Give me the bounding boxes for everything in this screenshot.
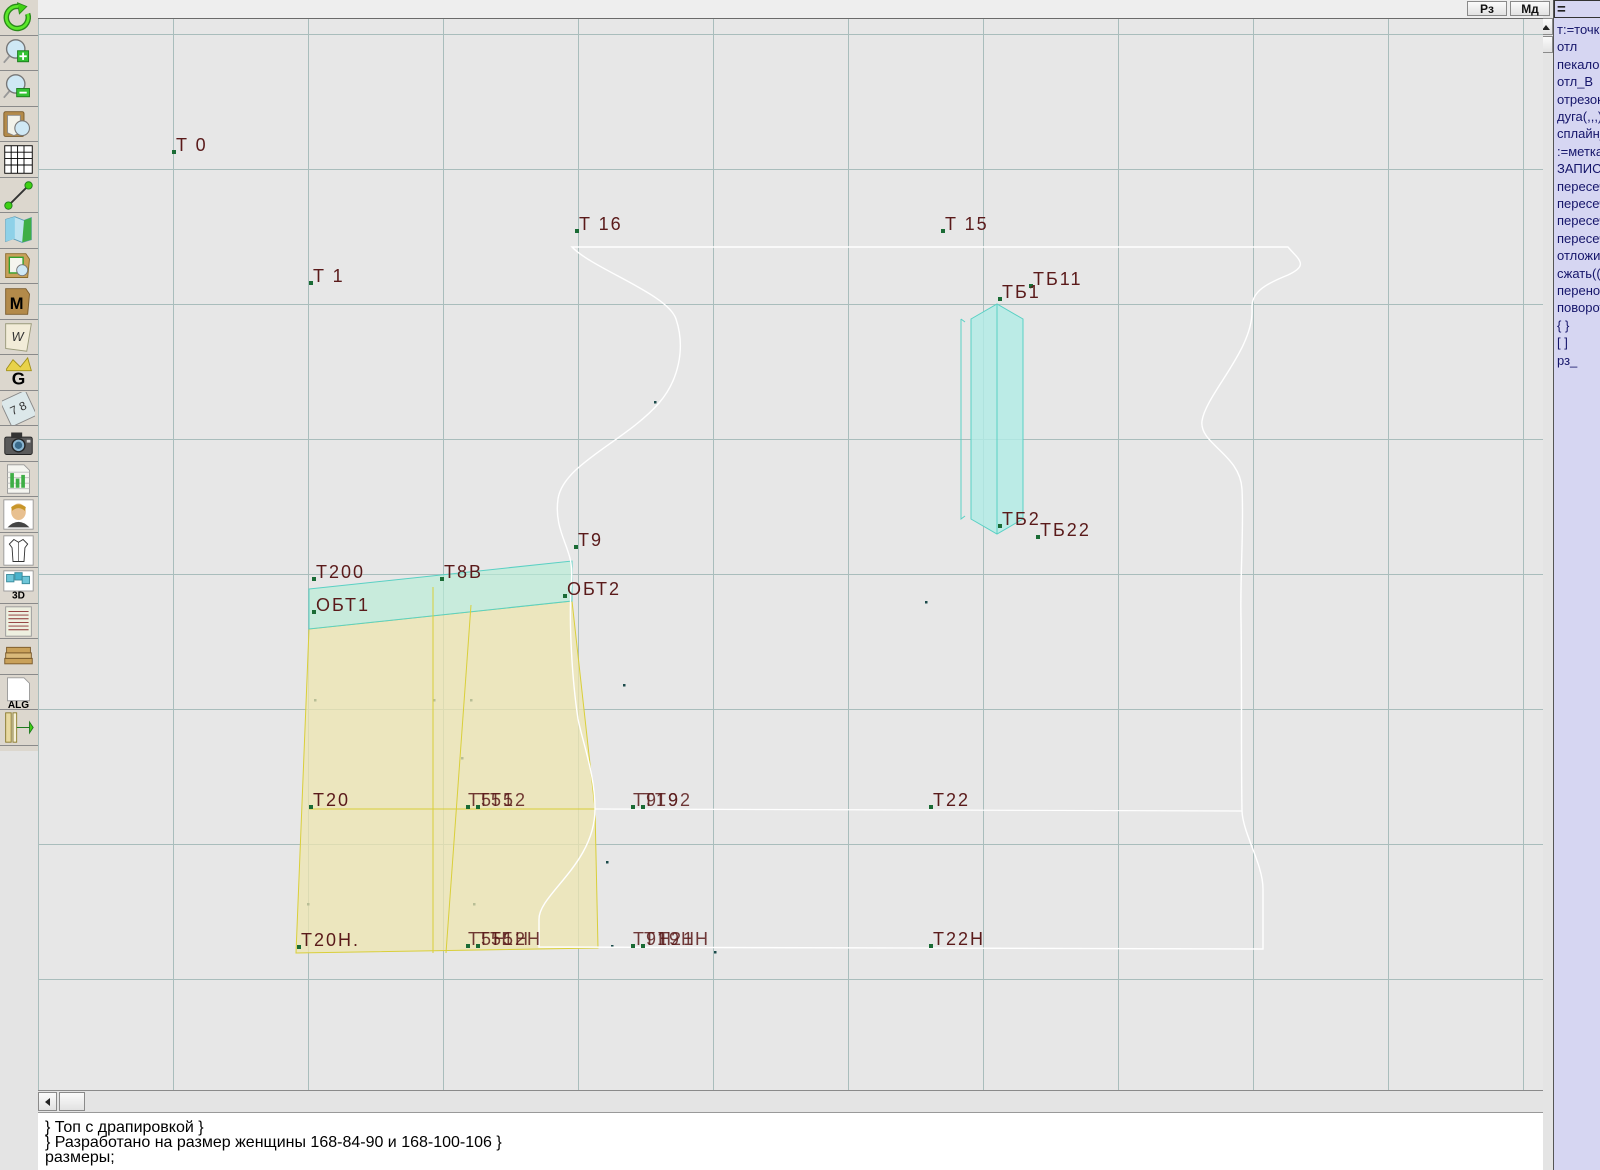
svg-text:3D: 3D [12, 590, 25, 601]
svg-text:W: W [11, 329, 25, 344]
svg-text:M: M [9, 295, 23, 313]
svg-text:ALG: ALG [7, 700, 28, 709]
svg-text:G: G [11, 368, 25, 388]
